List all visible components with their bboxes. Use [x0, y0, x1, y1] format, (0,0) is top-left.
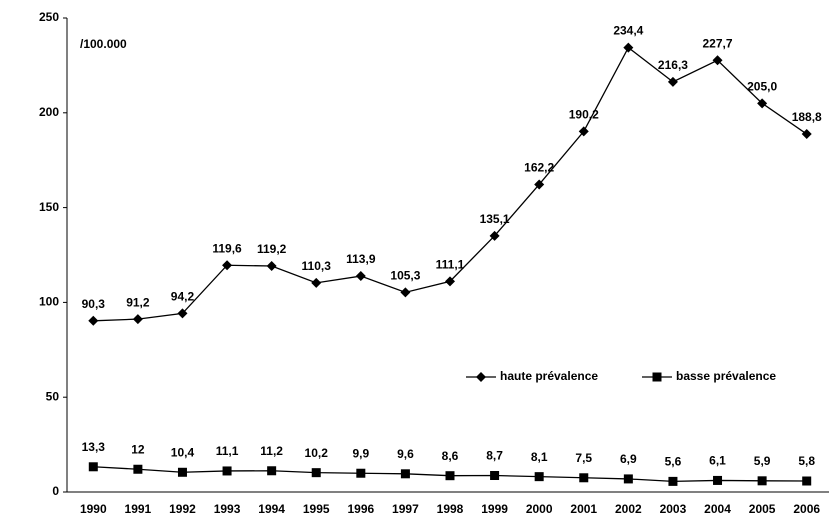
marker: [652, 372, 662, 382]
legend-label: basse prévalence: [676, 369, 776, 383]
data-label: 135,1: [480, 212, 510, 226]
marker: [623, 42, 634, 53]
marker: [311, 468, 321, 478]
marker: [534, 472, 544, 482]
data-label: 6,9: [620, 452, 637, 466]
marker: [132, 314, 143, 325]
x-tick-label: 1999: [481, 502, 508, 516]
marker: [801, 129, 812, 140]
marker: [668, 476, 678, 486]
data-label: 11,2: [260, 444, 283, 458]
data-label: 5,6: [665, 455, 682, 469]
annotation: /100.000: [80, 37, 127, 51]
y-tick-label: 150: [39, 200, 59, 214]
marker: [578, 126, 589, 137]
marker: [712, 55, 723, 66]
x-tick-label: 1993: [214, 502, 241, 516]
x-tick-label: 1991: [125, 502, 152, 516]
marker: [623, 474, 633, 484]
data-label: 91,2: [126, 295, 150, 309]
x-tick-label: 2004: [704, 502, 731, 516]
marker: [133, 464, 143, 474]
data-label: 234,4: [613, 24, 643, 38]
y-tick-label: 50: [46, 389, 60, 403]
data-label: 13,3: [82, 440, 106, 454]
marker: [266, 260, 277, 271]
marker: [222, 466, 232, 476]
x-tick-label: 1998: [437, 502, 464, 516]
y-tick-label: 0: [52, 484, 59, 498]
marker: [177, 467, 187, 477]
marker: [445, 276, 455, 287]
marker: [267, 466, 277, 476]
marker: [490, 471, 500, 481]
y-tick-label: 250: [39, 10, 59, 24]
x-tick-label: 1997: [392, 502, 419, 516]
marker: [757, 98, 768, 109]
marker: [88, 462, 98, 472]
x-tick-label: 1992: [169, 502, 196, 516]
marker: [88, 315, 99, 326]
data-label: 11,1: [216, 444, 239, 458]
marker: [177, 308, 188, 319]
data-label: 8,1: [531, 450, 548, 464]
data-label: 190,2: [569, 108, 599, 122]
data-label: 111,1: [436, 258, 465, 272]
data-label: 90,3: [82, 297, 106, 311]
x-tick-label: 2003: [660, 502, 687, 516]
x-tick-label: 2000: [526, 502, 553, 516]
marker: [400, 469, 410, 479]
x-tick-label: 2001: [570, 502, 597, 516]
marker: [356, 468, 366, 478]
data-label: 6,1: [709, 454, 726, 468]
data-label: 113,9: [346, 252, 376, 266]
x-tick-label: 2002: [615, 502, 642, 516]
x-tick-label: 1996: [347, 502, 374, 516]
y-tick-label: 200: [39, 105, 59, 119]
data-label: 9,9: [352, 446, 369, 460]
data-label: 5,8: [798, 454, 815, 468]
marker: [489, 230, 500, 241]
data-label: 12: [131, 442, 145, 456]
data-label: 119,6: [212, 241, 242, 255]
legend-label: haute prévalence: [500, 369, 598, 383]
data-label: 227,7: [703, 36, 733, 50]
data-label: 10,4: [171, 445, 195, 459]
data-label: 8,7: [486, 449, 503, 463]
marker: [222, 260, 233, 271]
data-label: 216,3: [658, 58, 688, 72]
marker: [400, 287, 411, 298]
data-label: 162,2: [524, 161, 554, 175]
data-label: 188,8: [792, 110, 822, 124]
marker: [476, 372, 486, 382]
marker: [579, 473, 589, 483]
marker: [802, 476, 812, 486]
x-tick-label: 2006: [793, 502, 820, 516]
data-label: 8,6: [442, 449, 459, 463]
x-tick-label: 1995: [303, 502, 330, 516]
x-tick-label: 2005: [749, 502, 776, 516]
data-label: 94,2: [171, 290, 195, 304]
data-label: 10,2: [305, 446, 329, 460]
data-label: 119,2: [257, 242, 287, 256]
data-label: 9,6: [397, 447, 414, 461]
data-label: 110,3: [302, 259, 332, 273]
y-tick-label: 100: [39, 295, 59, 309]
marker: [355, 271, 366, 282]
marker: [534, 179, 545, 190]
marker: [667, 76, 678, 87]
data-label: 7,5: [575, 451, 592, 465]
marker: [311, 277, 322, 288]
marker: [445, 471, 455, 481]
data-label: 105,3: [390, 269, 420, 283]
marker: [713, 475, 723, 485]
x-tick-label: 1990: [80, 502, 107, 516]
data-label: 205,0: [747, 79, 777, 93]
data-label: 5,9: [754, 454, 771, 468]
marker: [757, 476, 767, 486]
x-tick-label: 1994: [258, 502, 285, 516]
